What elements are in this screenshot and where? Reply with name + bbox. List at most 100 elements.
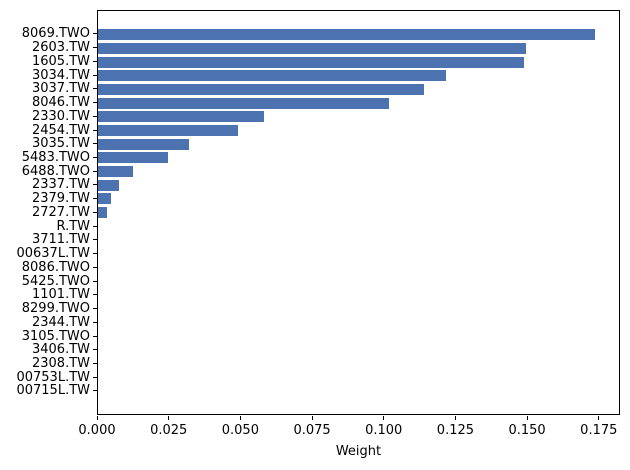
y-axis-row: 1101.TW (0, 288, 97, 302)
bar-row (98, 260, 619, 274)
y-tick-mark (93, 60, 97, 62)
y-tick-mark (93, 308, 97, 310)
y-axis-row: 3034.TW (0, 68, 97, 82)
y-axis-row: 2454.TW (0, 123, 97, 137)
y-tick-label: 5483.TWO (21, 149, 90, 165)
y-tick-mark (93, 335, 97, 337)
bar-row (98, 383, 619, 397)
bar-row (98, 124, 619, 138)
bar-2337.TW (98, 179, 119, 191)
y-tick-label: 2603.TW (31, 40, 90, 56)
y-tick-label: 1101.TW (31, 287, 90, 303)
y-axis-row: 5425.TWO (0, 274, 97, 288)
y-axis-row: 2344.TW (0, 315, 97, 329)
y-tick-mark (93, 129, 97, 131)
bar-row (98, 219, 619, 233)
y-tick-mark (93, 88, 97, 90)
y-tick-mark (93, 198, 97, 200)
bar-row (98, 83, 619, 97)
y-axis-row: 3105.TWO (0, 329, 97, 343)
y-tick-mark (93, 280, 97, 282)
bar-row (98, 137, 619, 151)
y-tick-label: 2337.TW (31, 177, 90, 193)
y-axis-row: R.TW (0, 219, 97, 233)
y-axis-row: 2337.TW (0, 178, 97, 192)
bar-row (98, 315, 619, 329)
y-tick-mark (93, 376, 97, 378)
y-axis-row: 00715L.TW (0, 384, 97, 398)
y-tick-label: 3034.TW (31, 67, 90, 83)
y-axis-row: 2603.TW (0, 41, 97, 55)
y-axis-row: 2330.TW (0, 109, 97, 123)
y-tick-label: 2727.TW (31, 204, 90, 220)
y-tick-label: 6488.TWO (21, 163, 90, 179)
y-tick-mark (93, 321, 97, 323)
x-tick-mark (239, 416, 241, 420)
x-tick-label: 0.050 (221, 423, 259, 438)
y-tick-mark (93, 170, 97, 172)
bar-row (98, 42, 619, 56)
bar-row (98, 356, 619, 370)
y-axis-row: 5483.TWO (0, 151, 97, 165)
bar-8046.TW (98, 97, 390, 109)
y-tick-label: 2379.TW (31, 191, 90, 207)
y-axis-row: 8299.TWO (0, 302, 97, 316)
bar-2727.TW (98, 207, 107, 219)
y-tick-label: 2454.TW (31, 122, 90, 138)
bar-row (98, 110, 619, 124)
y-tick-mark (93, 390, 97, 392)
bar-row (98, 96, 619, 110)
x-axis: 0.000 0.025 0.050 0.075 0.100 0.125 0.150 0.175 (78, 415, 620, 445)
y-tick-label: 5425.TWO (21, 273, 90, 289)
y-tick-mark (93, 143, 97, 145)
y-axis-row: 3711.TW (0, 233, 97, 247)
bar-row (98, 28, 619, 42)
x-tick-label: 0.000 (78, 423, 116, 438)
bar-2379.TW (98, 193, 111, 205)
y-tick-mark (93, 156, 97, 158)
x-tick-mark (96, 416, 98, 420)
bar-2454.TW (98, 125, 238, 137)
y-tick-mark (93, 47, 97, 49)
y-tick-label: 00715L.TW (16, 383, 90, 399)
y-tick-label: 2344.TW (31, 314, 90, 330)
y-tick-label: 00637L.TW (16, 246, 90, 262)
y-tick-mark (93, 253, 97, 255)
y-tick-label: 8086.TWO (21, 259, 90, 275)
x-tick-label: 0.175 (580, 423, 618, 438)
x-tick-label: 0.075 (293, 423, 331, 438)
y-tick-label: 00753L.TW (16, 369, 90, 385)
x-tick-mark (311, 416, 313, 420)
bar-row (98, 301, 619, 315)
y-tick-mark (93, 294, 97, 296)
bar-row (98, 55, 619, 69)
y-tick-mark (93, 225, 97, 227)
bar-row (98, 370, 619, 384)
x-tick-label: 0.125 (436, 423, 475, 438)
bar-3034.TW (98, 70, 447, 82)
y-axis-row: 00637L.TW (0, 247, 97, 261)
y-tick-mark (93, 266, 97, 268)
y-tick-mark (93, 211, 97, 213)
y-tick-mark (93, 362, 97, 364)
bar-row (98, 342, 619, 356)
bar-2603.TW (98, 43, 527, 54)
y-tick-mark (93, 184, 97, 186)
y-tick-label: 8069.TWO (21, 26, 90, 42)
plot-area (97, 10, 620, 415)
y-axis-row: 2379.TW (0, 192, 97, 206)
y-axis-row: 8046.TW (0, 96, 97, 110)
bar-row (98, 192, 619, 206)
x-tick-label: 0.025 (150, 423, 188, 438)
y-tick-label: 3035.TW (31, 136, 90, 152)
y-axis: 8069.TWO 2603.TW 1605.TW 3034.TW 3037.TW 8046… (0, 10, 97, 415)
y-tick-label: 2330.TW (31, 108, 90, 124)
bar-3035.TW (98, 138, 190, 150)
bar-1605.TW (98, 56, 524, 68)
y-axis-row: 8069.TWO (0, 27, 97, 41)
y-axis-row: 3406.TW (0, 343, 97, 357)
bar-row (98, 329, 619, 343)
y-tick-label: 3105.TWO (21, 328, 90, 344)
bar-3037.TW (98, 84, 424, 96)
